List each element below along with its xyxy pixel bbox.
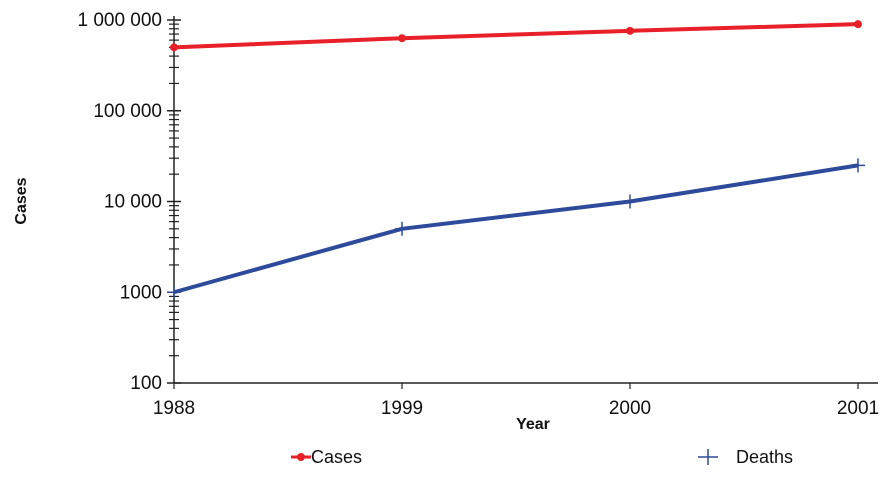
x-tick-label: 1988 xyxy=(153,398,195,419)
x-axis-title: Year xyxy=(516,416,550,433)
y-tick-label: 1 000 000 xyxy=(77,10,162,31)
y-tick-label: 1000 xyxy=(120,282,162,303)
x-tick-label: 1999 xyxy=(381,398,423,419)
data-point xyxy=(851,158,865,173)
legend-label: Cases xyxy=(311,447,362,467)
data-point xyxy=(398,34,406,43)
data-point xyxy=(626,26,634,35)
series-line-deaths xyxy=(173,163,859,295)
y-tick-label: 100 000 xyxy=(93,101,162,122)
x-tick-label: 2001 xyxy=(837,398,879,419)
series-layer xyxy=(167,20,865,300)
data-point xyxy=(167,285,181,300)
data-point xyxy=(170,43,178,52)
legend-item-deaths: Deaths xyxy=(698,447,793,467)
y-axis-title: Cases xyxy=(13,177,30,224)
series-line-cases xyxy=(173,22,859,50)
legend-marker xyxy=(297,453,305,461)
x-axis-ticks xyxy=(173,383,859,389)
legend-label: Deaths xyxy=(736,447,793,467)
x-axis-tick-labels: 1988 1999 2000 2001 xyxy=(153,398,879,419)
data-point xyxy=(623,194,637,209)
y-tick-label: 100 xyxy=(130,373,162,394)
x-tick-label: 2000 xyxy=(609,398,651,419)
legend: Cases Deaths xyxy=(291,447,793,467)
y-tick-label: 10 000 xyxy=(104,192,162,213)
data-point xyxy=(395,221,409,236)
y-axis-tick-labels: 100 1000 10 000 100 000 1 000 000 xyxy=(77,10,162,394)
data-point xyxy=(854,20,862,29)
legend-item-cases: Cases xyxy=(291,447,362,467)
